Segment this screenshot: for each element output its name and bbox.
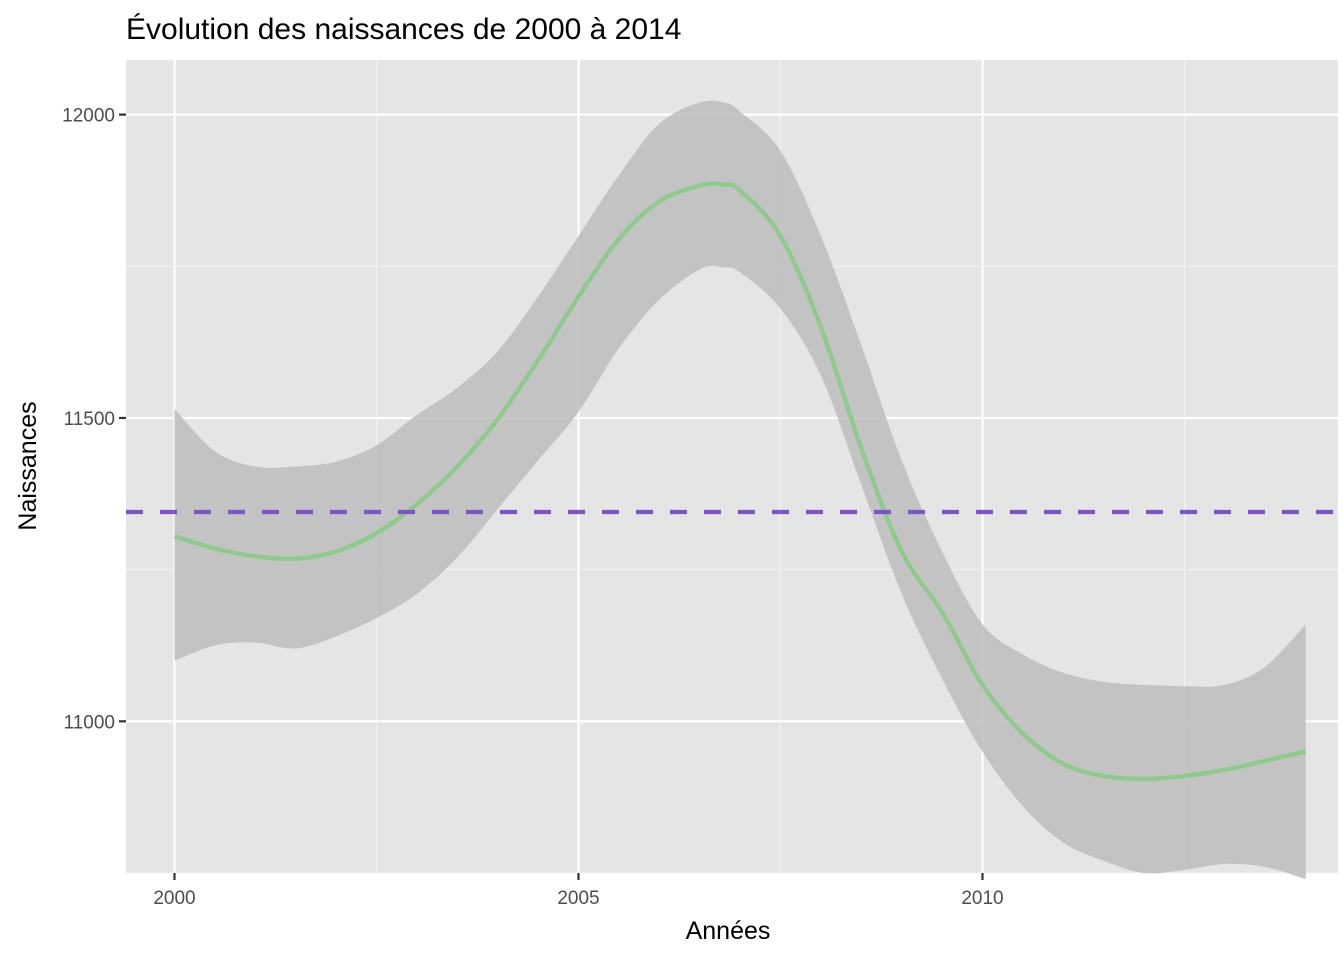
x-axis: 2000 2005 2010 xyxy=(153,873,1004,909)
smooth-line-0 xyxy=(173,181,1307,782)
y-axis-title: Naissances xyxy=(14,401,42,530)
y-tick-label-2: 12000 xyxy=(62,106,115,127)
x-tick-label-2: 2010 xyxy=(961,888,1003,909)
confidence-bands xyxy=(174,100,1306,880)
confidence-band-1 xyxy=(174,100,1306,880)
y-tick-label-0: 11000 xyxy=(64,712,115,733)
x-tick-label-1: 2005 xyxy=(557,888,599,909)
smooth-lines xyxy=(173,181,1307,782)
y-tick-label-1: 11500 xyxy=(64,409,115,430)
chart-title: Évolution des naissances de 2000 à 2014 xyxy=(126,13,681,46)
x-axis-title: Années xyxy=(686,917,771,945)
y-axis: 11000 11500 12000 xyxy=(62,106,126,733)
x-tick-label-0: 2000 xyxy=(153,888,195,909)
